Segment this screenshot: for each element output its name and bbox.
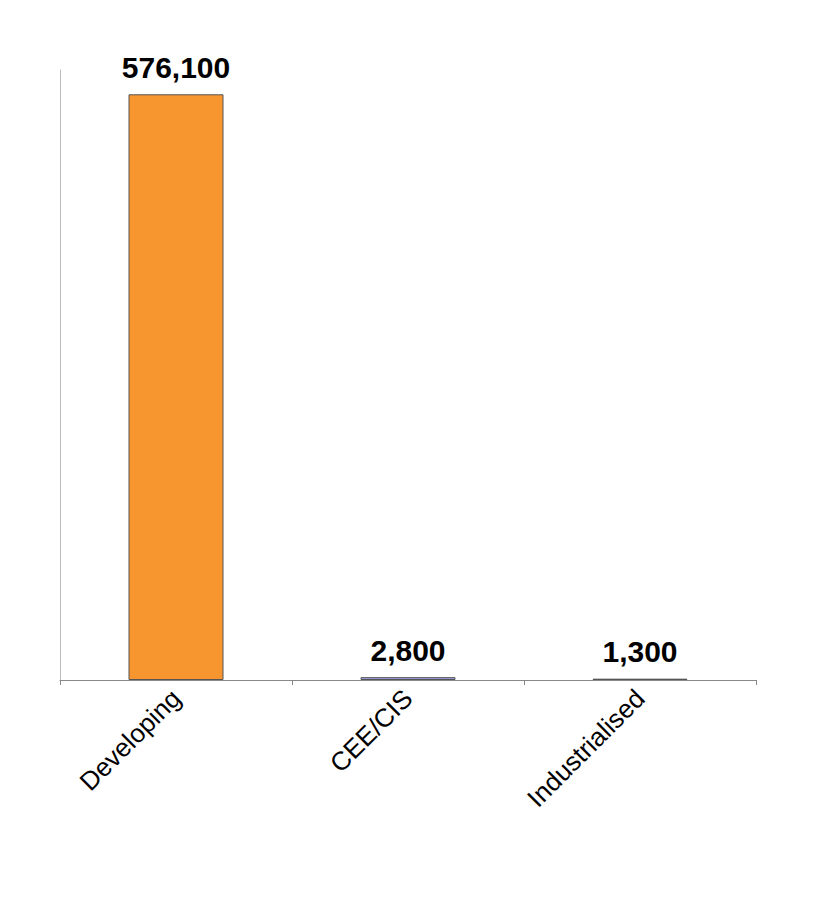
svg-text:1,300: 1,300 bbox=[602, 635, 677, 668]
svg-text:2,800: 2,800 bbox=[370, 634, 445, 667]
svg-text:576,100: 576,100 bbox=[122, 51, 230, 84]
svg-text:CEE/CIS: CEE/CIS bbox=[324, 683, 419, 778]
svg-text:Developing: Developing bbox=[73, 683, 186, 796]
svg-text:Industrialised: Industrialised bbox=[521, 683, 650, 812]
